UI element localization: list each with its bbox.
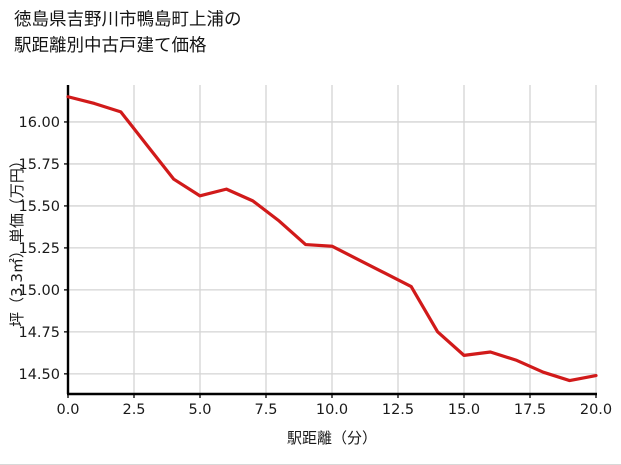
x-tick-label: 10.0 — [316, 402, 348, 418]
x-tick-label: 0.0 — [56, 402, 79, 418]
x-tick-label: 17.5 — [514, 402, 546, 418]
x-tick-marks — [67, 394, 597, 398]
x-tick-label: 2.5 — [122, 402, 145, 418]
page-title: 徳島県吉野川市鴨島町上浦の 駅距離別中古戸建て価格 — [14, 10, 242, 56]
y-tick-label: 14.50 — [18, 367, 60, 383]
y-tick-label: 15.50 — [18, 199, 60, 215]
y-tick-marks — [64, 121, 68, 375]
x-tick-label: 5.0 — [188, 402, 211, 418]
y-tick-label: 14.75 — [18, 325, 60, 341]
x-tick-label: 15.0 — [448, 402, 480, 418]
x-tick-label: 12.5 — [382, 402, 414, 418]
grid-lines — [67, 85, 597, 394]
x-axis-title: 駅距離（分） — [287, 429, 377, 447]
data-series-line — [66, 95, 598, 383]
y-axis-title: 坪（3.3㎡）単価（万円） — [8, 153, 26, 327]
y-tick-label: 15.00 — [18, 283, 60, 299]
y-tick-labels: 16.00 15.75 15.50 15.25 15.00 14.75 14.50 — [18, 115, 60, 383]
y-tick-label: 15.75 — [18, 157, 60, 173]
x-tick-label: 7.5 — [254, 402, 277, 418]
x-tick-labels: 0.0 2.5 5.0 7.5 10.0 12.5 15.0 17.5 20.0 — [56, 402, 612, 418]
y-tick-label: 15.25 — [18, 241, 60, 257]
x-tick-label: 20.0 — [580, 402, 612, 418]
y-tick-label: 16.00 — [18, 115, 60, 131]
